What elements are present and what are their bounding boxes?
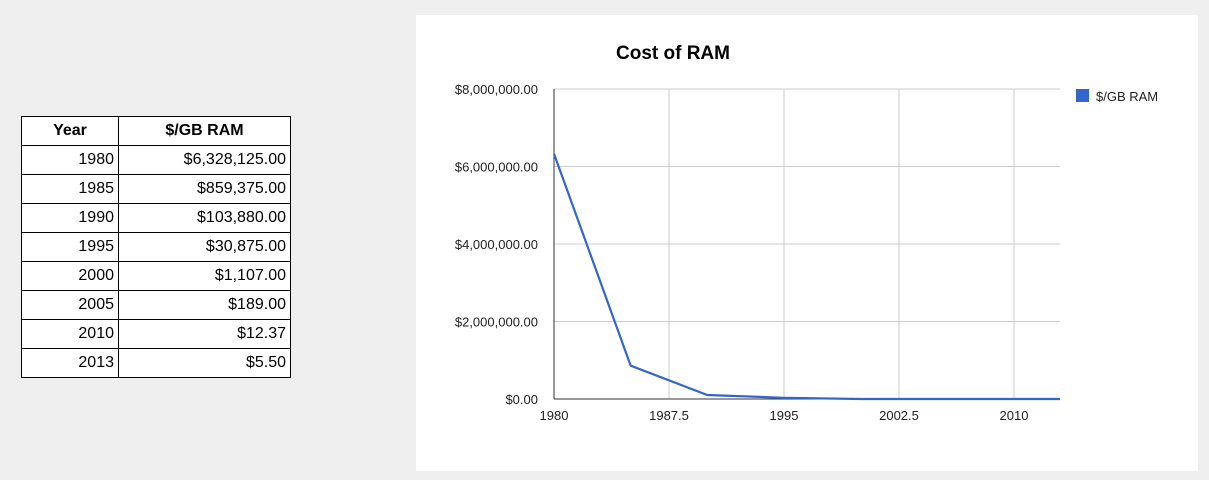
- table-header-row: Year $/GB RAM: [21, 116, 291, 146]
- grid-layer: [554, 88, 1060, 399]
- table-row: 1985 $859,375.00: [21, 174, 291, 204]
- label-layer: $0.00 $2,000,000.00 $4,000,000.00 $6,000,00…: [455, 82, 1029, 423]
- cell-cost: $5.50: [118, 348, 291, 378]
- cell-cost: $30,875.00: [118, 232, 291, 262]
- cell-year: 1985: [21, 174, 119, 204]
- cell-cost: $12.37: [118, 319, 291, 349]
- series-line: [552, 153, 1060, 401]
- cell-year: 1980: [21, 145, 119, 175]
- line-chart: $0.00 $2,000,000.00 $4,000,000.00 $6,000,00…: [455, 43, 1158, 423]
- x-tick-label: 1980: [540, 408, 569, 423]
- cell-cost: $6,328,125.00: [118, 145, 291, 175]
- chart-title: Cost of RAM: [616, 43, 730, 64]
- y-tick-label: $4,000,000.00: [455, 237, 538, 252]
- cell-cost: $189.00: [118, 290, 291, 320]
- cell-cost: $859,375.00: [118, 174, 291, 204]
- table-row: 2013 $5.50: [21, 348, 291, 378]
- chart-panel: $0.00 $2,000,000.00 $4,000,000.00 $6,000,00…: [416, 15, 1198, 471]
- y-tick-label: $6,000,000.00: [455, 160, 538, 175]
- table-row: 2000 $1,107.00: [21, 261, 291, 291]
- cell-year: 1990: [21, 203, 119, 233]
- x-tick-label: 1995: [770, 408, 799, 423]
- cell-year: 2000: [21, 261, 119, 291]
- cell-year: 1995: [21, 232, 119, 262]
- cell-cost: $103,880.00: [118, 203, 291, 233]
- table-row: 2005 $189.00: [21, 290, 291, 320]
- header-cost: $/GB RAM: [118, 116, 291, 146]
- cell-year: 2013: [21, 348, 119, 378]
- y-tick-label: $0.00: [505, 392, 538, 407]
- ram-cost-table: Year $/GB RAM 1980 $6,328,125.00 1985 $8…: [21, 116, 291, 378]
- x-tick-label: 2002.5: [879, 408, 919, 423]
- y-tick-label: $8,000,000.00: [455, 82, 538, 97]
- cell-year: 2010: [21, 319, 119, 349]
- legend-swatch: [1076, 89, 1089, 102]
- table-row: 1990 $103,880.00: [21, 203, 291, 233]
- table-row: 1980 $6,328,125.00: [21, 145, 291, 175]
- cell-year: 2005: [21, 290, 119, 320]
- legend: $/GB RAM: [1076, 89, 1158, 104]
- table-row: 1995 $30,875.00: [21, 232, 291, 262]
- x-tick-label: 1987.5: [649, 408, 689, 423]
- y-tick-label: $2,000,000.00: [455, 315, 538, 330]
- header-year: Year: [21, 116, 119, 146]
- series-layer: [552, 153, 1061, 401]
- cell-cost: $1,107.00: [118, 261, 291, 291]
- legend-label: $/GB RAM: [1096, 89, 1158, 104]
- table-row: 2010 $12.37: [21, 319, 291, 349]
- x-tick-label: 2010: [1000, 408, 1029, 423]
